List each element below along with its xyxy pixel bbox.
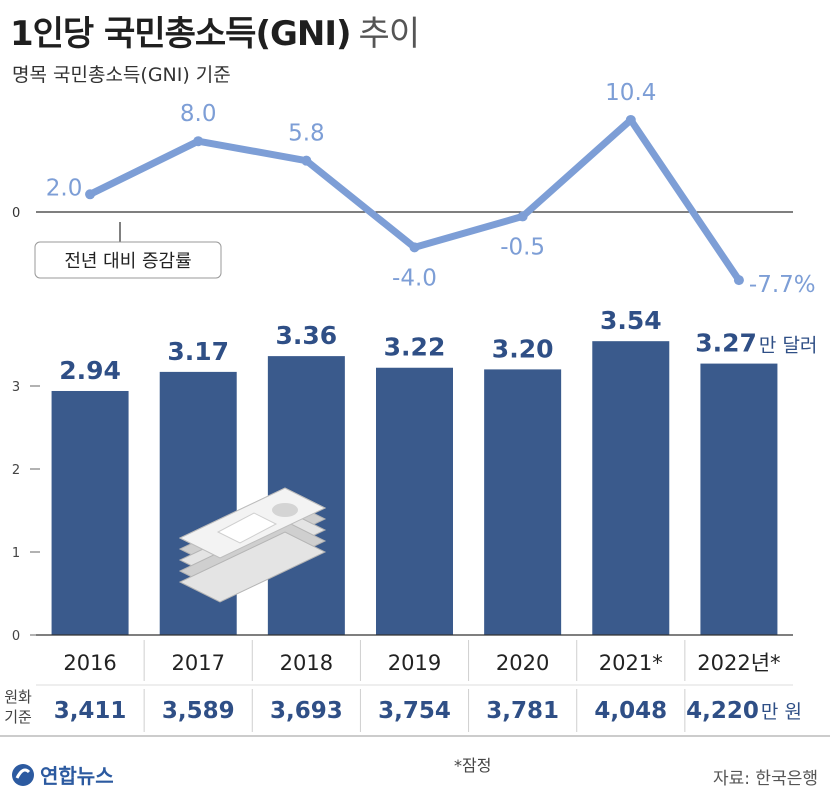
growth-legend: 전년 대비 증감률 [34,222,222,279]
year-label: 2021* [599,651,663,675]
krw-value: 3,589 [162,698,235,724]
zero-label: 0 [12,206,20,221]
chart-subtitle: 명목 국민총소득(GNI) 기준 [12,64,231,86]
krw-unit-label: 만 원 [761,701,802,723]
banknote-portrait [272,503,298,517]
gni-bar [592,341,670,635]
yonhap-logo-icon [12,763,34,786]
growth-point [733,275,744,286]
money-stack-illustration [178,487,327,603]
krw-value: 3,411 [54,698,127,724]
growth-value-label: 5.8 [288,121,325,147]
chart-title: 1인당 국민총소득(GNI) 추이 [10,6,421,55]
growth-value-label: 8.0 [180,101,217,127]
gni-value-label: 3.54 [600,306,662,335]
growth-point [409,242,420,253]
growth-value-label: 10.4 [605,80,656,106]
gni-value-label: 3.27 [695,329,757,358]
gni-value-label: 3.22 [384,333,446,362]
krw-value: 4,220 [686,698,759,724]
gni-bar [51,390,129,635]
gni-bar [376,367,453,635]
year-label: 2022년* [697,651,780,675]
krw-value: 3,693 [270,698,343,724]
year-label: 2019 [388,651,441,675]
growth-point [193,136,204,147]
krw-value: 4,048 [594,698,667,724]
y-tick-label: 3 [12,380,20,395]
growth-point [301,155,312,166]
year-label: 2017 [171,651,224,675]
gni-value-label: 3.36 [276,321,338,350]
source-text: 자료: 한국은행 [713,769,818,789]
gni-value-label: 3.17 [167,337,229,366]
growth-point [85,189,96,200]
gni-bar [484,369,562,635]
year-label: 2016 [63,651,116,675]
growth-point [625,114,636,125]
growth-line-chart: 0 2.0 8.0 5.8 -4.0 -0.5 10.4 -7.7% 전년 대비 증감률 [12,80,816,298]
y-tick-label: 0 [12,629,20,644]
legend-label: 전년 대비 증감률 [64,251,191,272]
title-suffix: 추이 [358,14,421,54]
banknote-band [216,512,278,544]
y-tick-label: 2 [12,463,20,478]
growth-value-label: -7.7% [749,272,816,298]
growth-value-label: -0.5 [500,234,545,260]
krw-row-label: 기준 [4,708,32,726]
legend-box [34,241,222,279]
growth-point [517,211,528,222]
gni-bar [700,363,778,635]
gni-unit-label: 만 달러 [759,335,817,357]
year-label: 2020 [496,651,549,675]
gni-bar-chart: 0 1 2 3 2.94 3.17 3.36 3.22 3.20 3.54 3.27 만 달러 [12,306,818,644]
y-tick-label: 1 [12,546,20,561]
logo-text: 연합뉴스 [40,764,114,788]
krw-value: 3,754 [378,698,451,724]
growth-value-label: 2.0 [46,175,83,201]
krw-row-label: 원화 [4,688,32,706]
banknote [178,531,327,603]
krw-value: 3,781 [486,698,559,724]
gni-value-label: 3.20 [492,334,554,363]
year-label: 2018 [280,651,333,675]
title-main: 1인당 국민총소득(GNI) [10,14,352,54]
gni-value-label: 2.94 [59,356,121,385]
growth-value-label: -4.0 [392,265,437,291]
yonhap-logo: 연합뉴스 [10,760,114,789]
provisional-note: *잠정 [454,756,492,775]
